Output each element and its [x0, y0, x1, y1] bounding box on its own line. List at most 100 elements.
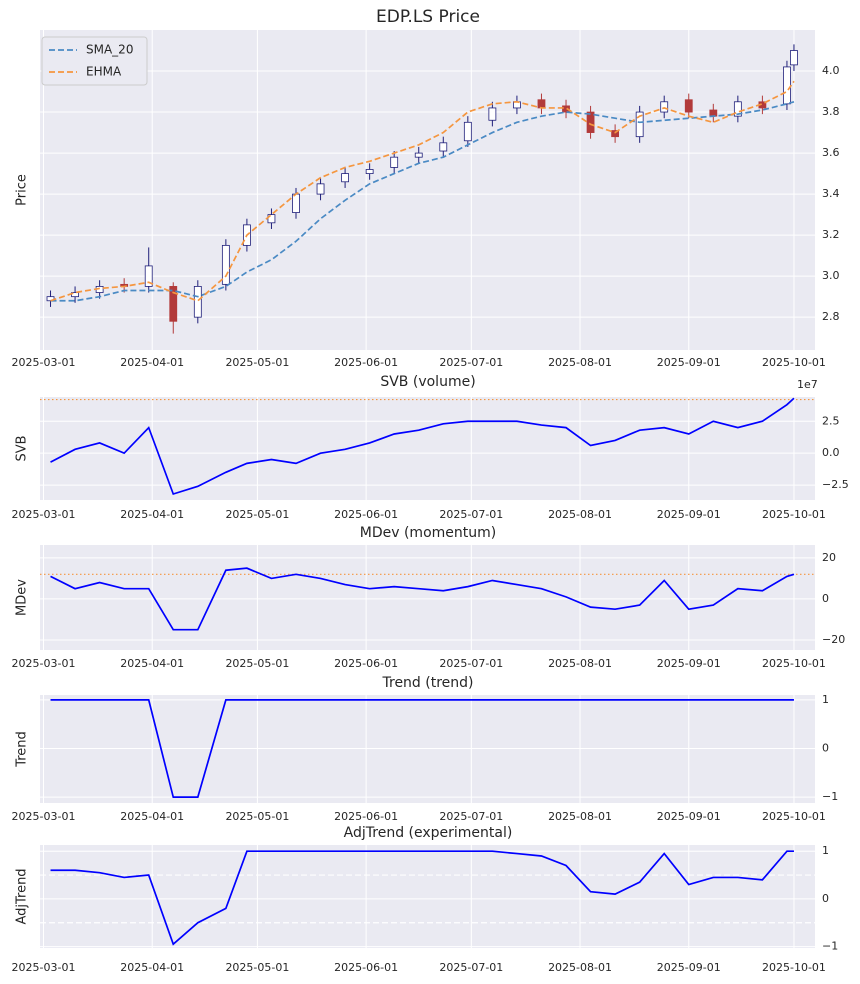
x-tick-label: 2025-10-01 — [762, 810, 826, 823]
y-tick-label: 3.0 — [822, 269, 840, 282]
data-line — [50, 567, 795, 631]
x-tick-label: 2025-03-01 — [12, 810, 76, 823]
y-tick-label: 20 — [822, 551, 836, 564]
y-tick-label: 1 — [822, 693, 829, 706]
x-tick-label: 2025-05-01 — [225, 356, 289, 369]
x-tick-label: 2025-09-01 — [657, 961, 721, 974]
candle-body — [684, 99, 693, 113]
x-tick-label: 2025-03-01 — [12, 356, 76, 369]
x-tick-label: 2025-06-01 — [334, 657, 398, 670]
candle-body — [709, 109, 718, 117]
y-axis-label: Price — [15, 174, 30, 206]
candle-body — [586, 111, 595, 133]
x-tick-label: 2025-06-01 — [334, 961, 398, 974]
candle-body — [193, 286, 202, 318]
y-tick-label: 4.0 — [822, 64, 840, 77]
candle-body — [733, 101, 742, 117]
data-line — [50, 699, 794, 799]
candle-body — [635, 111, 644, 138]
x-tick-label: 2025-05-01 — [225, 961, 289, 974]
y-tick-label: 3.4 — [822, 187, 840, 200]
series-line — [50, 100, 795, 302]
candle-body — [292, 193, 300, 213]
x-tick-label: 2025-05-01 — [225, 657, 289, 670]
x-tick-label: 2025-09-01 — [657, 508, 721, 521]
candle-body — [463, 121, 472, 142]
legend-label: EHMA — [86, 65, 122, 79]
y-axis-label: SVB — [15, 435, 30, 461]
x-tick-label: 2025-05-01 — [225, 810, 289, 823]
x-tick-label: 2025-09-01 — [657, 356, 721, 369]
y-tick-label: 3.6 — [822, 146, 840, 159]
x-tick-label: 2025-09-01 — [657, 657, 721, 670]
legend-label: SMA_20 — [86, 43, 133, 57]
x-tick-label: 2025-07-01 — [439, 356, 503, 369]
chart-title: EDP.LS Price — [376, 7, 480, 27]
x-tick-label: 2025-06-01 — [334, 356, 398, 369]
x-tick-label: 2025-08-01 — [548, 810, 612, 823]
x-tick-label: 2025-08-01 — [548, 508, 612, 521]
x-tick-label: 2025-07-01 — [439, 508, 503, 521]
x-tick-label: 2025-08-01 — [548, 356, 612, 369]
x-tick-label: 2025-10-01 — [762, 961, 826, 974]
candle-body — [660, 101, 669, 113]
candle-body — [316, 183, 325, 195]
candle-body — [390, 156, 399, 168]
candle-body — [341, 173, 349, 183]
x-tick-label: 2025-10-01 — [762, 508, 826, 521]
candle-body — [144, 265, 153, 287]
y-tick-label: 0.0 — [822, 446, 840, 459]
candle-body — [783, 66, 791, 105]
x-tick-label: 2025-09-01 — [657, 810, 721, 823]
x-tick-label: 2025-04-01 — [120, 810, 184, 823]
x-tick-label: 2025-10-01 — [762, 657, 826, 670]
candle-body — [169, 286, 178, 322]
series-line — [50, 80, 795, 302]
chart-title: Trend (trend) — [382, 675, 474, 691]
y-axis-label: AdjTrend — [15, 868, 30, 924]
y-tick-label: 3.8 — [822, 105, 840, 118]
data-line — [50, 850, 794, 946]
chart-title: AdjTrend (experimental) — [344, 825, 513, 841]
data-line — [50, 397, 795, 496]
x-tick-label: 2025-03-01 — [12, 657, 76, 670]
x-tick-label: 2025-04-01 — [120, 356, 184, 369]
x-tick-label: 2025-07-01 — [439, 961, 503, 974]
y-tick-label: −2.5 — [822, 478, 849, 491]
candle-body — [611, 130, 620, 138]
candle-body — [562, 105, 570, 113]
chart-title: MDev (momentum) — [360, 525, 496, 541]
x-tick-label: 2025-10-01 — [762, 356, 826, 369]
x-tick-label: 2025-07-01 — [439, 810, 503, 823]
candle-body — [221, 244, 230, 285]
x-tick-label: 2025-03-01 — [12, 961, 76, 974]
x-tick-label: 2025-06-01 — [334, 810, 398, 823]
x-tick-label: 2025-04-01 — [120, 657, 184, 670]
plot-area — [40, 30, 815, 350]
x-tick-label: 2025-04-01 — [120, 961, 184, 974]
y-tick-label: 0 — [822, 742, 829, 755]
y-tick-label: −1 — [822, 940, 838, 953]
candle-body — [365, 169, 374, 174]
y-axis-label: MDev — [15, 579, 30, 616]
x-tick-label: 2025-04-01 — [120, 508, 184, 521]
candle-body — [488, 107, 497, 121]
candle-body — [790, 50, 798, 66]
candle-body — [537, 99, 546, 109]
y-tick-label: 2.5 — [822, 414, 840, 427]
x-tick-label: 2025-03-01 — [12, 508, 76, 521]
offset-text: 1e7 — [797, 378, 818, 391]
x-tick-label: 2025-08-01 — [548, 657, 612, 670]
candle-body — [439, 142, 448, 152]
y-tick-label: 2.8 — [822, 310, 840, 323]
y-tick-label: 3.2 — [822, 228, 840, 241]
y-axis-label: Trend — [15, 731, 30, 768]
x-tick-label: 2025-05-01 — [225, 508, 289, 521]
y-tick-label: 1 — [822, 844, 829, 857]
legend: SMA_20 EHMA — [41, 36, 148, 86]
x-tick-label: 2025-06-01 — [334, 508, 398, 521]
candle-body — [267, 214, 276, 224]
chart-title: SVB (volume) — [380, 374, 475, 390]
